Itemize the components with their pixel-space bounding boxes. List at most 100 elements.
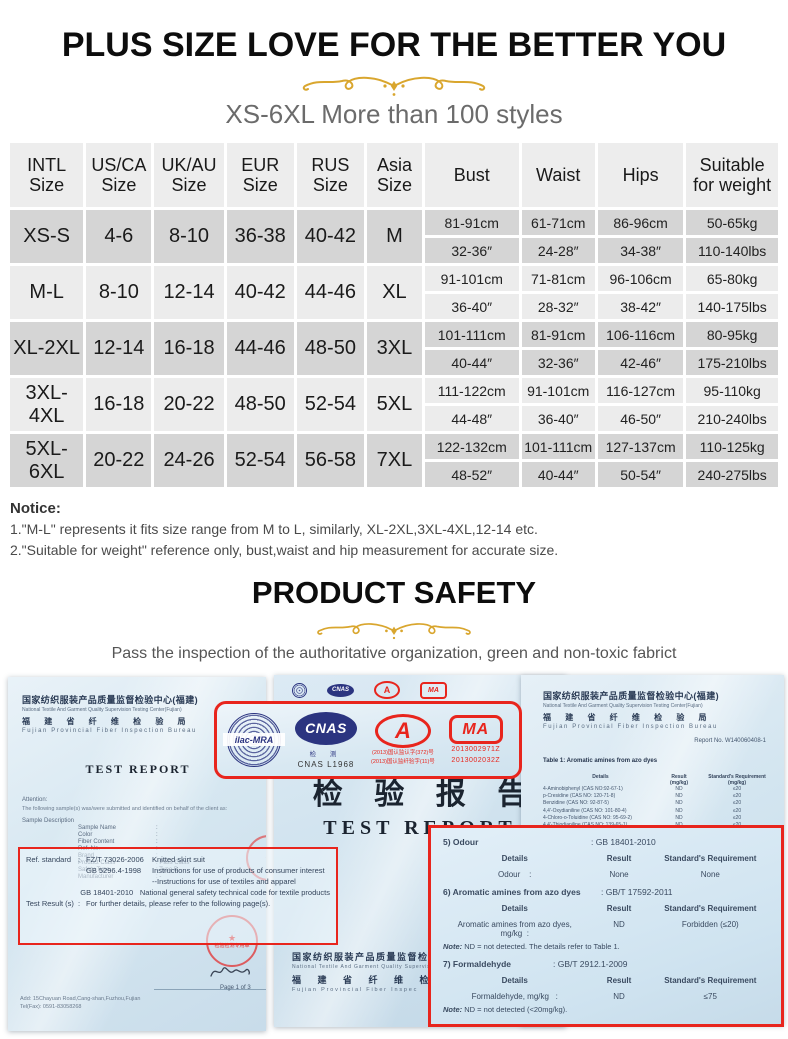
cell-waist-in: 24-28″: [521, 238, 595, 263]
cell-us: 8-10: [86, 266, 152, 319]
note-text: ND = not detected (<20mg/kg).: [464, 1005, 568, 1014]
cell-rus: 56-58: [296, 434, 364, 487]
cell-rus: 40-42: [296, 210, 364, 263]
cnas-code: CNAS L1968: [297, 759, 355, 769]
ma-cert-number: 2013002971Z: [451, 746, 501, 753]
azo-row: p-Cresidine (CAS NO: 120-71-8) ND ≤20: [543, 793, 774, 800]
cell-weight-lbs: 140-175lbs: [686, 294, 778, 319]
cal-logo-icon: A: [374, 681, 400, 699]
signature-line: [154, 989, 266, 990]
cert-bureau-en: Fujian Provincial Fiber Inspection Burea…: [543, 724, 718, 730]
cell-bust-cm: 91-101cm: [424, 266, 519, 291]
standard-code: FZ/T 73026-2006: [86, 855, 144, 864]
cal-label: A: [394, 718, 411, 743]
substance-result: ND: [675, 807, 683, 814]
cell-bust-in: 36-40″: [424, 294, 519, 319]
test-result-text: For further details, please refer to the…: [86, 899, 271, 908]
row-requirement: Forbidden (≤20): [681, 920, 739, 929]
table1-title: Table 1: Aromatic amines from azo dyes: [543, 758, 658, 764]
page-number: Page 1 of 3: [220, 985, 251, 991]
cell-eur: 44-46: [226, 322, 294, 375]
cert-bureau-cn: 福 建 省 纤 维 检 验 局: [543, 713, 713, 722]
report-no: Report No. W140060408-1: [694, 738, 766, 744]
ref-line: --Instructions for use of textiles and a…: [26, 876, 330, 887]
cell-weight-kg: 110-125kg: [686, 434, 778, 459]
cell-bust-in: 40-44″: [424, 350, 519, 375]
page-title: PLUS SIZE LOVE FOR THE BETTER YOU: [61, 26, 727, 64]
note-label: Note:: [443, 942, 463, 951]
table-subrow: 48-52″ 40-44″ 50-54″ 240-275lbs: [10, 462, 778, 487]
col-header: EUR Size: [226, 143, 294, 207]
azo-table-header: Details Result (mg/kg) Standard's Require…: [543, 774, 774, 786]
cell-rus: 44-46: [296, 266, 364, 319]
cell-eur: 40-42: [226, 266, 294, 319]
colon: :: [78, 899, 81, 908]
ref-standard-annotation-box: Ref. standard : FZ/T 73026-2006 Knitted …: [18, 847, 338, 945]
row-detail: Aromatic amines from azo dyes, mg/kg :: [443, 920, 586, 938]
sample-value: :: [156, 825, 158, 831]
cell-uk: 24-26: [154, 434, 224, 487]
cert-phone: Tel(Fax): 0591-83058268: [20, 1004, 82, 1010]
stamp-text: 检验检测专用章: [214, 942, 250, 949]
section-row: Aromatic amines from azo dyes, mg/kg : N…: [443, 920, 769, 938]
sample-label: Sample Name: [78, 825, 117, 831]
detail-name: Odour: [498, 870, 521, 879]
substance-result: ND: [675, 814, 683, 821]
cert-bureau-cn: 福 建 省 纤 维 检 验 局: [22, 717, 192, 726]
notice-line-2: 2."Suitable for weight" reference only, …: [10, 542, 559, 558]
col-req-label: Standard's Requirement: [708, 774, 766, 780]
col-header: Bust: [424, 143, 519, 207]
cell-asia: M: [366, 210, 422, 263]
cell-hips-in: 42-46″: [597, 350, 684, 375]
size-chart-table: INTL Size US/CA Size UK/AU Size EUR Size…: [7, 140, 781, 490]
attention-label: Attention:: [22, 797, 48, 803]
col-unit: (mg/kg): [669, 780, 689, 786]
row-result: ND: [613, 920, 625, 929]
safety-title: PRODUCT SAFETY: [251, 575, 537, 610]
col-details: Details: [501, 976, 528, 985]
col-result: Result (mg/kg): [658, 774, 700, 786]
ref-line: Test Result (s) : For further details, p…: [26, 898, 330, 909]
ma-logo-icon: MA: [448, 715, 503, 744]
cell-bust-cm: 122-132cm: [424, 434, 519, 459]
mini-logos-row: CNAS A MA: [274, 675, 566, 699]
cell-rus: 48-50: [296, 322, 364, 375]
sample-row: Sample Name:: [22, 825, 254, 832]
col-result: Result: [606, 854, 632, 863]
cell-asia: XL: [366, 266, 422, 319]
cal-logo-icon: A: [374, 714, 431, 748]
col-requirement: Standard's Requirement: [664, 854, 757, 863]
cal-cert-number: (2013)国认监认字(372)号: [372, 750, 434, 756]
section-7-header: 7) Formaldehyde : GB/T 2912.1-2009: [443, 959, 769, 969]
cell-rus: 52-54: [296, 378, 364, 431]
cell-waist-in: 40-44″: [521, 462, 595, 487]
ma-label: MA: [428, 686, 439, 694]
hero-subtitle: XS-6XL More than 100 styles: [225, 99, 563, 129]
section-row: Odour : None None: [443, 870, 769, 879]
cnas-logo-icon: CNAS: [327, 683, 354, 697]
footer-bureau-cn: 福 建 省 纤 维 检: [292, 975, 436, 985]
substance-req: ≤20: [732, 807, 742, 814]
cell-hips-cm: 106-116cm: [597, 322, 684, 347]
substance-req: ≤20: [732, 786, 742, 792]
sample-value: :: [156, 832, 158, 838]
cell-weight-kg: 50-65kg: [686, 210, 778, 235]
table-row: 5XL-6XL 20-22 24-26 52-54 56-58 7XL 122-…: [10, 434, 778, 487]
colon: :: [78, 855, 81, 864]
cell-waist-in: 28-32″: [521, 294, 595, 319]
ma-logo-icon: MA: [420, 681, 447, 699]
cell-weight-lbs: 110-140lbs: [686, 238, 778, 263]
cnas-label: CNAS: [331, 687, 349, 693]
row-detail: Formaldehyde, mg/kg :: [443, 992, 586, 1001]
ma-cert-number: 2013002032Z: [451, 756, 501, 764]
cell-uk: 16-18: [154, 322, 224, 375]
row-requirement: ≤75: [703, 992, 717, 1001]
cal-cert-number: (2013)国认监纤验字(11)号: [371, 759, 435, 765]
accreditation-logos-callout: ilac-MRA CNAS 检 测 CNAS L1968 A (2013)国认监…: [214, 701, 522, 779]
standard-desc: --Instructions for use of textiles and a…: [152, 877, 296, 886]
substance-req: ≤20: [732, 800, 742, 807]
test-report-title: TEST REPORT: [85, 762, 191, 776]
row-result: None: [609, 870, 629, 879]
certificates-section: 国家纺织服装产品质量监督检验中心(福建) National Textile An…: [0, 671, 788, 1039]
test-results-annotation-box: 5) Odour : GB 18401-2010 Details Result …: [428, 825, 784, 1027]
